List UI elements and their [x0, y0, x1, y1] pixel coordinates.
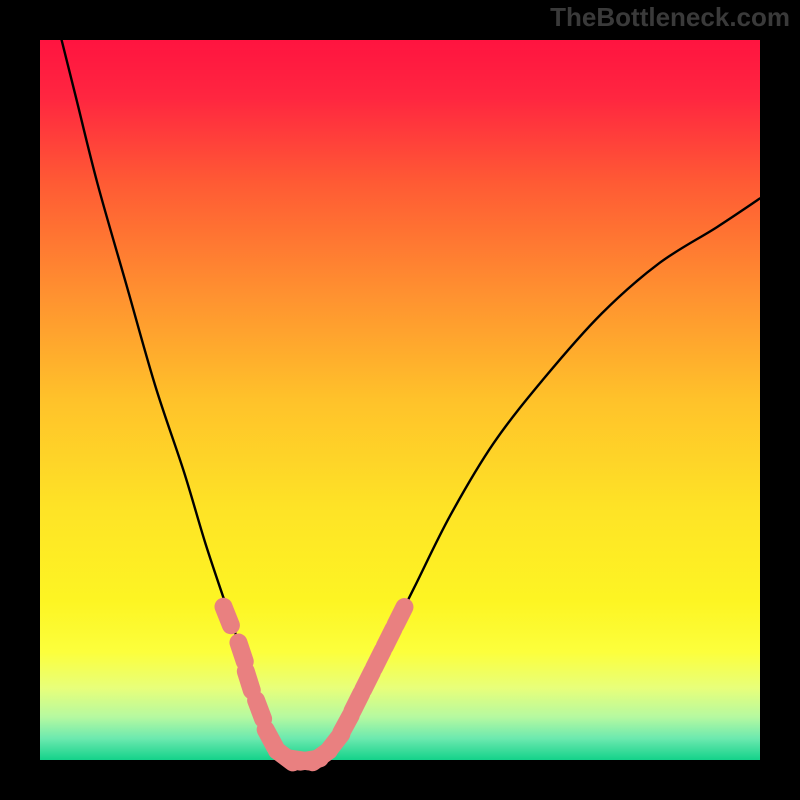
chart-svg [0, 0, 800, 800]
plot-background [40, 40, 760, 760]
root-container: TheBottleneck.com [0, 0, 800, 800]
